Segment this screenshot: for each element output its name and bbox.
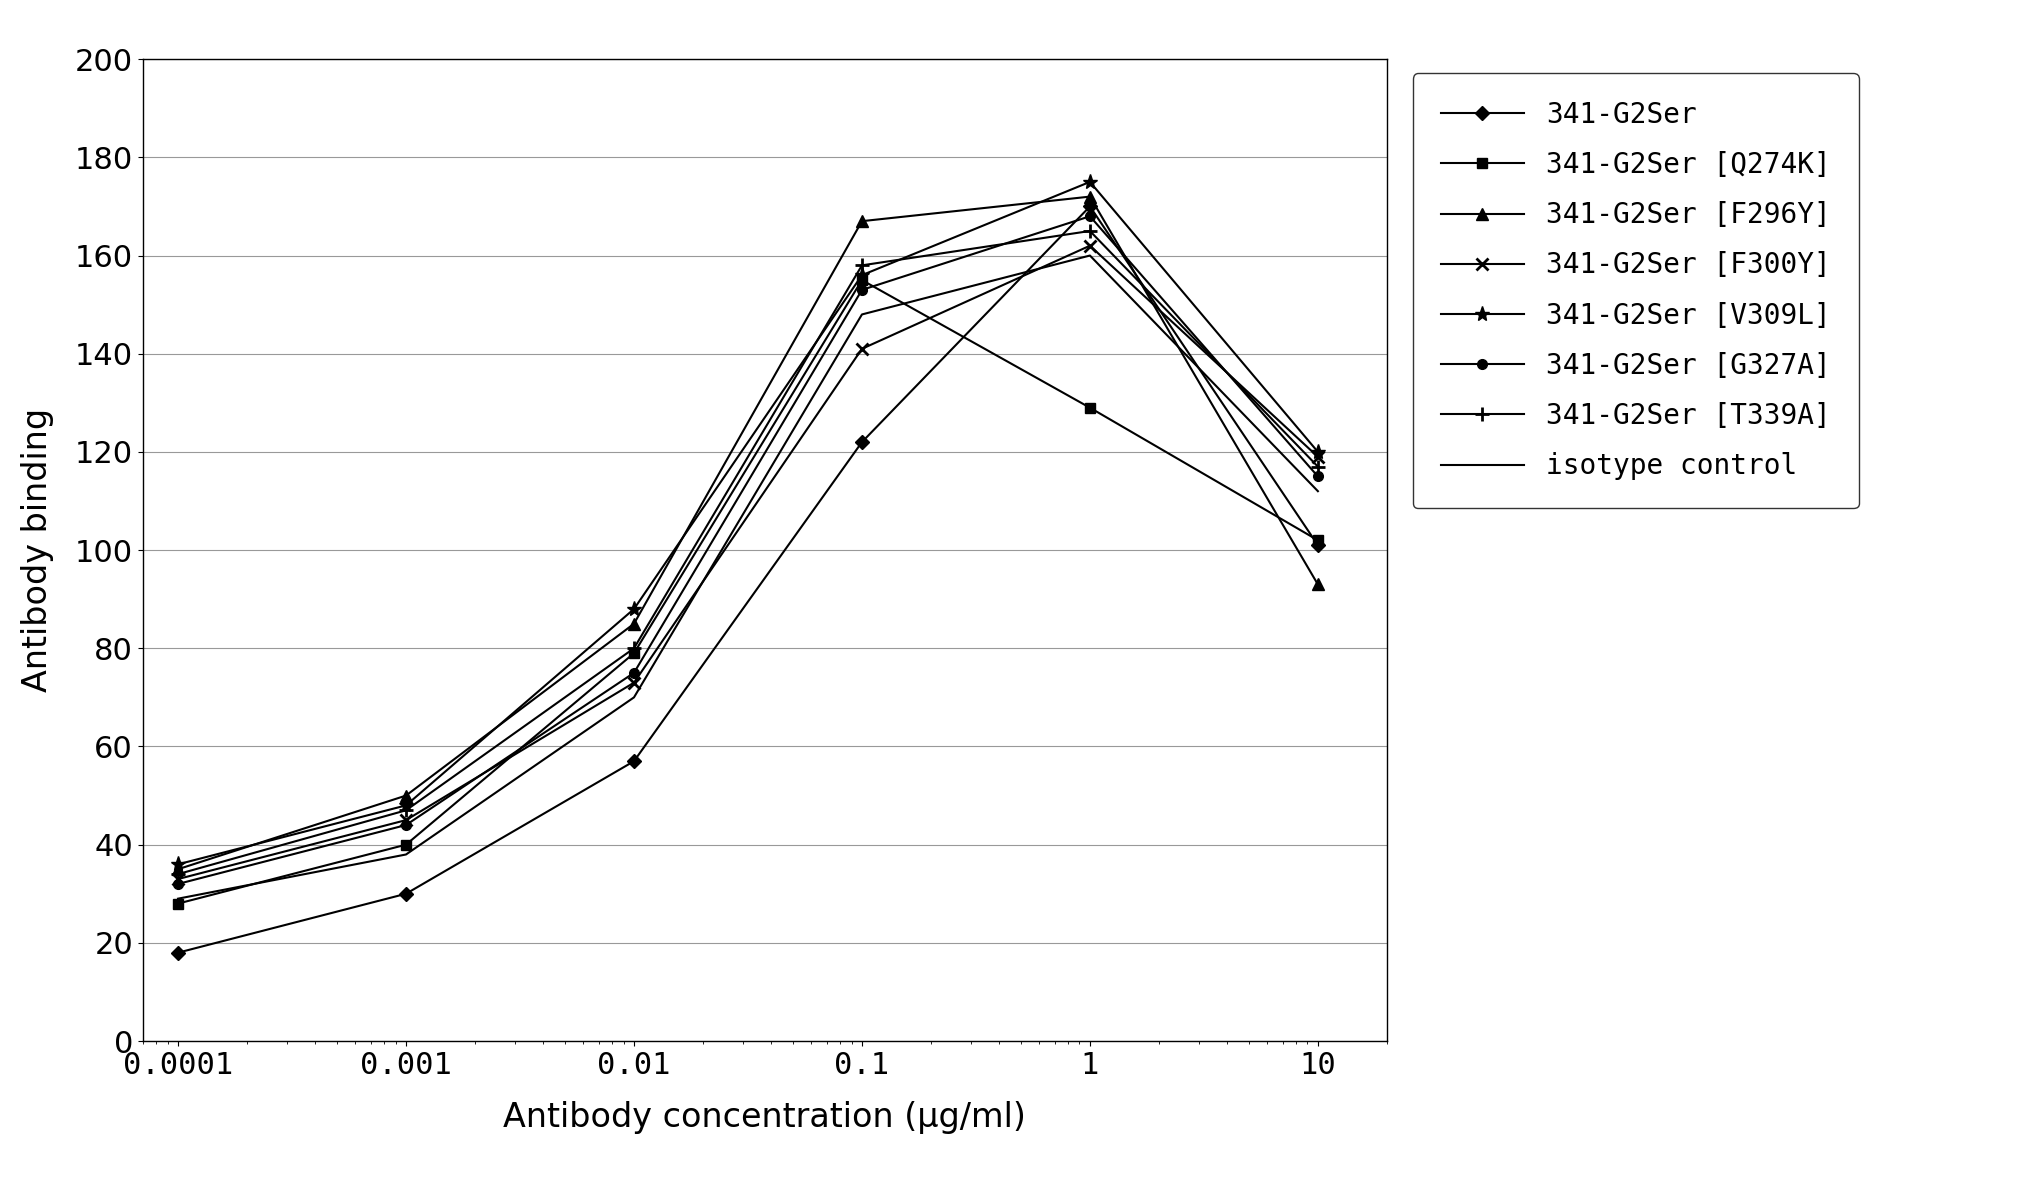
341-G2Ser [Q274K] bbox=[1079, 401, 1103, 415]
341-G2Ser [F296Y] bbox=[1305, 577, 1329, 592]
341-G2Ser [T339A] bbox=[394, 803, 418, 817]
341-G2Ser [V309L] bbox=[622, 602, 646, 616]
341-G2Ser bbox=[1079, 199, 1103, 213]
341-G2Ser [Q274K] bbox=[394, 838, 418, 852]
341-G2Ser [F300Y] bbox=[1305, 450, 1329, 464]
Line: 341-G2Ser [G327A]: 341-G2Ser [G327A] bbox=[173, 212, 1323, 888]
Line: 341-G2Ser [V309L]: 341-G2Ser [V309L] bbox=[171, 174, 1325, 872]
341-G2Ser [F300Y] bbox=[622, 675, 646, 690]
341-G2Ser bbox=[1305, 538, 1329, 552]
341-G2Ser [F296Y] bbox=[165, 862, 190, 877]
341-G2Ser bbox=[622, 754, 646, 768]
341-G2Ser [V309L] bbox=[1079, 175, 1103, 189]
isotype control bbox=[165, 892, 190, 906]
Line: 341-G2Ser [T339A]: 341-G2Ser [T339A] bbox=[171, 224, 1325, 881]
Line: isotype control: isotype control bbox=[177, 256, 1317, 899]
341-G2Ser [V309L] bbox=[394, 799, 418, 813]
341-G2Ser [F296Y] bbox=[622, 616, 646, 631]
Line: 341-G2Ser [Q274K]: 341-G2Ser [Q274K] bbox=[173, 276, 1323, 909]
341-G2Ser [T339A] bbox=[1305, 459, 1329, 473]
341-G2Ser bbox=[165, 945, 190, 959]
Legend: 341-G2Ser, 341-G2Ser [Q274K], 341-G2Ser [F296Y], 341-G2Ser [F300Y], 341-G2Ser [V: 341-G2Ser, 341-G2Ser [Q274K], 341-G2Ser … bbox=[1413, 73, 1860, 509]
isotype control bbox=[850, 308, 875, 322]
341-G2Ser [Q274K] bbox=[1305, 534, 1329, 548]
341-G2Ser [G327A] bbox=[1079, 209, 1103, 224]
341-G2Ser [T339A] bbox=[1079, 224, 1103, 238]
341-G2Ser [G327A] bbox=[850, 283, 875, 297]
isotype control bbox=[622, 691, 646, 705]
Line: 341-G2Ser [F296Y]: 341-G2Ser [F296Y] bbox=[173, 192, 1323, 874]
341-G2Ser [V309L] bbox=[850, 269, 875, 283]
341-G2Ser [F296Y] bbox=[1079, 189, 1103, 203]
341-G2Ser [G327A] bbox=[1305, 470, 1329, 484]
341-G2Ser bbox=[850, 435, 875, 450]
341-G2Ser bbox=[394, 887, 418, 901]
isotype control bbox=[1079, 248, 1103, 263]
341-G2Ser [T339A] bbox=[165, 867, 190, 881]
341-G2Ser [V309L] bbox=[165, 858, 190, 872]
341-G2Ser [Q274K] bbox=[850, 273, 875, 287]
isotype control bbox=[1305, 484, 1329, 498]
Y-axis label: Antibody binding: Antibody binding bbox=[20, 408, 53, 692]
341-G2Ser [G327A] bbox=[165, 877, 190, 891]
X-axis label: Antibody concentration (μg/ml): Antibody concentration (μg/ml) bbox=[504, 1100, 1026, 1133]
341-G2Ser [F300Y] bbox=[165, 872, 190, 886]
Line: 341-G2Ser: 341-G2Ser bbox=[173, 201, 1323, 957]
341-G2Ser [F300Y] bbox=[850, 342, 875, 356]
341-G2Ser [F300Y] bbox=[394, 813, 418, 827]
341-G2Ser [G327A] bbox=[394, 817, 418, 832]
341-G2Ser [F296Y] bbox=[850, 214, 875, 228]
341-G2Ser [G327A] bbox=[622, 666, 646, 680]
isotype control bbox=[394, 847, 418, 861]
341-G2Ser [Q274K] bbox=[165, 897, 190, 911]
341-G2Ser [Q274K] bbox=[622, 646, 646, 660]
341-G2Ser [V309L] bbox=[1305, 445, 1329, 459]
341-G2Ser [F300Y] bbox=[1079, 239, 1103, 253]
341-G2Ser [T339A] bbox=[850, 258, 875, 272]
Line: 341-G2Ser [F300Y]: 341-G2Ser [F300Y] bbox=[171, 239, 1323, 885]
341-G2Ser [T339A] bbox=[622, 641, 646, 655]
341-G2Ser [F296Y] bbox=[394, 789, 418, 803]
